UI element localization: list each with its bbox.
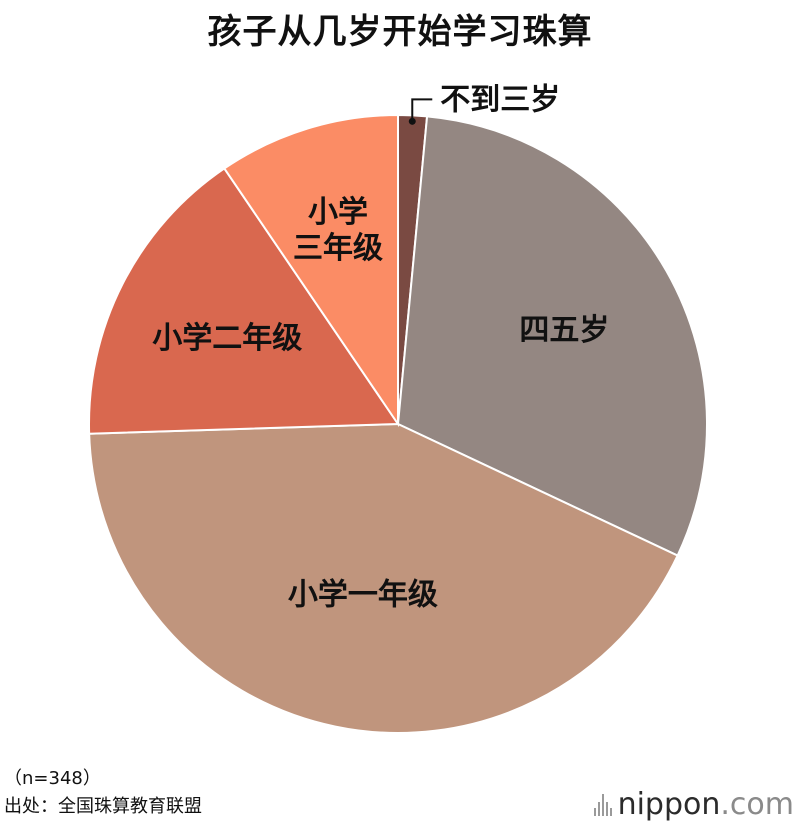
- brand-name: nippon: [617, 787, 721, 822]
- sample-size-note: （n=348）: [4, 768, 101, 789]
- leader-line: [411, 98, 433, 122]
- pie-label-1: 四五岁: [519, 313, 609, 348]
- pie-label-0: 不到三岁: [440, 82, 560, 117]
- pie-label-4: 小学三年级: [293, 195, 383, 266]
- pie-label-3: 小学二年级: [152, 321, 302, 356]
- brand-bars-icon: [593, 793, 612, 816]
- nippon-logo: nippon .com: [593, 787, 794, 822]
- pie-slice-3: [88, 167, 400, 435]
- pie-label-2: 小学一年级: [288, 577, 438, 612]
- brand-suffix: .com: [720, 787, 794, 822]
- pie-slice-2: [88, 422, 679, 734]
- source-note: 出处：全国珠算教育联盟: [4, 796, 202, 817]
- pie-slice-4: [222, 113, 399, 428]
- chart-title: 孩子从几岁开始学习珠算: [207, 12, 593, 52]
- pie-slice-1: [396, 115, 708, 557]
